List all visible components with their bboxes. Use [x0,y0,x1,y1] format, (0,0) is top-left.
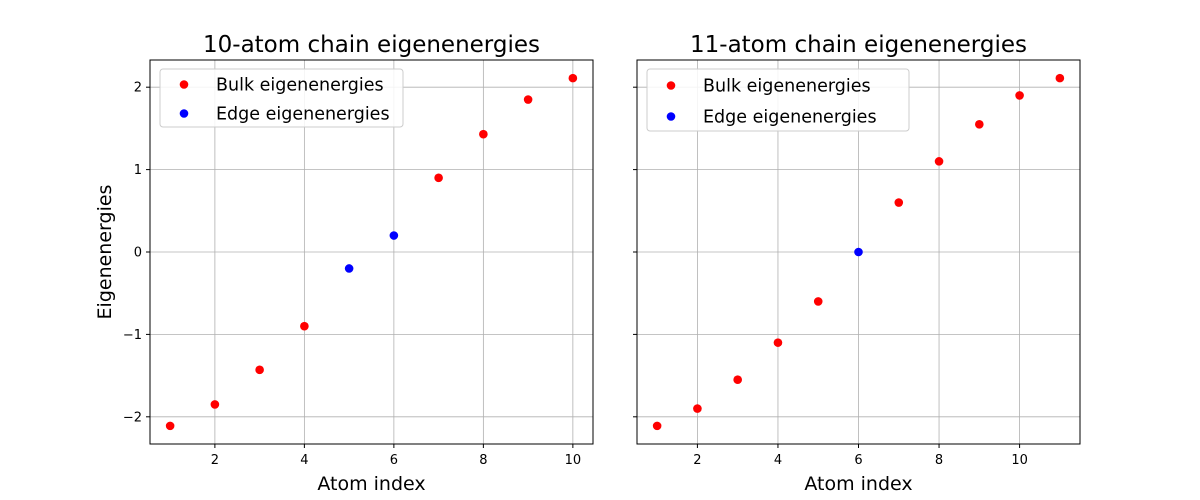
legend: Bulk eigenenergies Edge eigenenergies [646,68,910,132]
y-tick-label: −2 [123,410,142,425]
legend-box [159,68,404,128]
legend-box [646,68,910,132]
x-tick-label: 6 [854,453,862,468]
data-point [568,73,578,83]
chart-panel-1: 2 4 6 8 10 −2 −1 0 1 2 10-atom chain eigenenergies… [94,32,594,495]
legend-label: Bulk eigenenergies [703,77,871,97]
chart-title: 10-atom chain eigenenergies [203,32,540,58]
chart-panel-2: 2 4 6 8 10 11-atom chain eigenenergies Atom in… [633,32,1081,495]
data-point [255,365,264,375]
axes-frame [149,59,594,445]
x-tick-label: 8 [479,453,487,468]
data-point [389,231,399,240]
x-tick-label: 10 [565,453,582,468]
axes-frame [636,59,1081,445]
y-tick-label: 0 [134,246,142,261]
y-tick-label: −1 [123,328,142,343]
data-point [523,95,533,104]
chart-title: 11-atom chain eigenenergies [690,32,1027,58]
data-point [652,421,662,431]
data-point [975,119,984,129]
legend-marker [666,81,676,90]
legend-marker [179,109,189,118]
data-point [1015,91,1024,100]
x-tick-label: 2 [693,453,701,468]
data-point [693,404,702,413]
x-tick-label: 4 [300,453,308,468]
x-tick-label: 2 [211,453,219,468]
data-point [165,421,175,431]
legend-marker [179,80,189,89]
x-axis-label: Atom index [317,473,425,495]
legend-marker [666,112,676,121]
y-tick-label: 2 [134,81,142,96]
data-point [773,338,783,347]
data-point [434,173,443,183]
data-point [344,264,354,273]
x-axis-label: Atom index [804,473,912,495]
data-point [210,400,220,409]
legend-label: Edge eigenenergies [216,105,390,125]
x-tick-label: 4 [774,453,782,468]
data-point [479,129,488,139]
legend: Bulk eigenenergies Edge eigenenergies [159,68,404,128]
x-tick-label: 8 [935,453,943,468]
y-axis-label: Eigenenergies [94,185,116,320]
data-point [733,375,742,385]
legend-label: Edge eigenenergies [703,108,877,128]
x-tick-label: 6 [390,453,398,468]
data-point [1055,73,1065,83]
data-point [854,247,863,257]
x-tick-label: 10 [1011,453,1028,468]
y-tick-label: 1 [134,163,142,178]
legend-label: Bulk eigenenergies [216,76,384,96]
data-point [894,198,904,207]
data-point [813,297,823,306]
data-point [300,321,309,331]
data-point [934,157,944,166]
